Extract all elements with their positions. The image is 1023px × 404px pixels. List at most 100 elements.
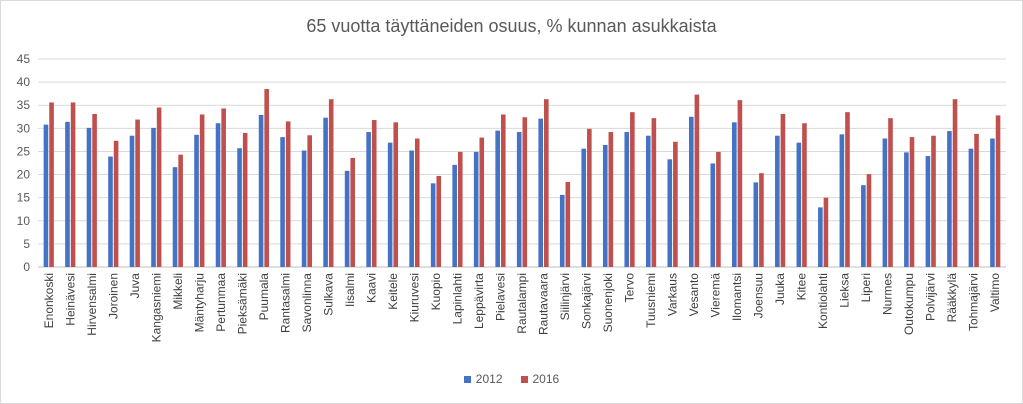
x-tick-label: Puumala bbox=[257, 273, 271, 321]
bar-2012-Tuusniemi bbox=[645, 135, 651, 267]
bar-2016-Tuusniemi bbox=[651, 118, 657, 267]
bar-2012-Kaavi bbox=[366, 132, 371, 267]
x-tick-label: Rääkkylä bbox=[945, 273, 959, 323]
x-tick-label: Outokumpu bbox=[902, 273, 916, 335]
x-tick-label: Kontiolahti bbox=[816, 273, 830, 329]
bar-2012-Kontiolahti bbox=[818, 207, 823, 267]
x-tick-label: Juva bbox=[128, 273, 142, 299]
x-tick-label: Joensuu bbox=[752, 273, 766, 318]
x-tick-label: Tuusniemi bbox=[644, 273, 658, 328]
bar-2012-Keitele bbox=[387, 142, 393, 267]
bar-2012-Nurmes bbox=[882, 138, 888, 267]
bar-2016-Valtimo bbox=[995, 115, 1001, 267]
bar-2012-Mäntyharju bbox=[194, 134, 199, 267]
bar-2016-Keitele bbox=[393, 122, 399, 267]
bar-2012-Outokumpu bbox=[904, 152, 909, 267]
bar-2016-Joensuu bbox=[759, 173, 764, 267]
x-tick-label: Rautalampi bbox=[515, 273, 529, 334]
bar-2012-Savonlinna bbox=[301, 150, 307, 267]
bar-2012-Liperi bbox=[861, 185, 866, 267]
bar-2016-Pielavesi bbox=[500, 114, 506, 267]
x-tick-label: Joroinen bbox=[106, 273, 120, 319]
x-tick-label: Pielavesi bbox=[493, 273, 507, 321]
x-tick-label: Kuopio bbox=[429, 273, 443, 311]
bar-2016-Rautavaara bbox=[544, 99, 549, 267]
legend-item-2012: 2012 bbox=[463, 372, 503, 386]
bar-2016-Liperi bbox=[866, 174, 872, 267]
bar-2016-Juuka bbox=[780, 114, 786, 267]
legend-swatch-2016 bbox=[520, 375, 528, 383]
bar-2016-Siilinjärvi bbox=[565, 181, 571, 267]
x-tick-label: Kitee bbox=[795, 273, 809, 301]
bar-2012-Tohmajärvi bbox=[968, 148, 974, 267]
bar-2012-Pertunmaa bbox=[215, 123, 221, 267]
x-tick-label: Polvijärvi bbox=[924, 273, 938, 321]
bar-2012-Juva bbox=[129, 135, 135, 267]
bar-2016-Leppävirta bbox=[479, 137, 485, 267]
x-tick-label: Lapinlahti bbox=[450, 273, 464, 324]
bar-2012-Joensuu bbox=[753, 182, 759, 267]
bar-2012-Kuopio bbox=[430, 183, 436, 267]
bar-2012-Lieksa bbox=[839, 134, 845, 267]
x-tick-label: Valtimo bbox=[988, 273, 1002, 312]
bar-2012-Varkaus bbox=[667, 159, 673, 267]
y-tick-label: 30 bbox=[17, 121, 31, 135]
y-tick-label: 10 bbox=[17, 214, 31, 228]
x-tick-label: Enonkoski bbox=[42, 273, 56, 328]
bar-2016-Nurmes bbox=[888, 118, 893, 267]
bar-2012-Puumala bbox=[258, 114, 264, 267]
bar-2012-Rääkkylä bbox=[947, 131, 952, 267]
bar-2012-Vieremä bbox=[710, 163, 716, 267]
bar-2012-Lapinlahti bbox=[452, 164, 457, 267]
bar-2016-Lapinlahti bbox=[457, 151, 463, 267]
bar-2016-Savonlinna bbox=[307, 135, 312, 267]
x-tick-label: Iisalmi bbox=[343, 273, 357, 307]
x-tick-label: Pieksämäki bbox=[235, 273, 249, 334]
x-tick-label: Ilomantsi bbox=[730, 273, 744, 321]
bar-2016-Lieksa bbox=[845, 112, 850, 268]
bar-2012-Mikkeli bbox=[172, 167, 178, 267]
x-tick-label: Rantasalmi bbox=[278, 273, 292, 333]
x-tick-label: Siilinjärvi bbox=[558, 273, 572, 320]
y-tick-label: 35 bbox=[17, 98, 31, 112]
legend: 2012 2016 bbox=[0, 372, 1023, 386]
x-tick-label: Heinävesi bbox=[63, 273, 77, 326]
x-tick-label: Hirvensalmi bbox=[85, 273, 99, 336]
bar-2016-Kontiolahti bbox=[823, 197, 829, 267]
bar-2016-Pieksämäki bbox=[242, 132, 248, 267]
x-tick-label: Leppävirta bbox=[472, 273, 486, 329]
x-tick-label: Pertunmaa bbox=[214, 273, 228, 332]
bar-2016-Vieremä bbox=[716, 151, 721, 267]
bar-2012-Rautavaara bbox=[538, 118, 544, 267]
y-tick-label: 45 bbox=[17, 52, 31, 66]
bar-2016-Hirvensalmi bbox=[92, 114, 97, 267]
bar-2016-Tervo bbox=[630, 112, 635, 268]
bar-2016-Kaavi bbox=[371, 120, 377, 267]
x-tick-label: Sulkava bbox=[321, 273, 335, 316]
bar-2016-Tohmajärvi bbox=[974, 133, 979, 267]
bar-2016-Kitee bbox=[802, 123, 807, 267]
bar-2016-Kiuruvesi bbox=[414, 138, 420, 267]
x-tick-label: Nurmes bbox=[881, 273, 895, 315]
x-tick-label: Tohmajärvi bbox=[967, 273, 981, 331]
bar-2016-Kangasniemi bbox=[156, 107, 162, 268]
bar-2012-Kangasniemi bbox=[151, 127, 156, 267]
bar-2012-Iisalmi bbox=[344, 170, 350, 267]
bar-2012-Tervo bbox=[624, 132, 630, 267]
bar-2016-Enonkoski bbox=[49, 102, 54, 268]
bar-2016-Ilomantsi bbox=[737, 100, 743, 267]
x-tick-label: Sonkajärvi bbox=[580, 273, 594, 329]
bar-2012-Rautalampi bbox=[516, 132, 522, 267]
bar-2016-Mikkeli bbox=[178, 154, 183, 267]
y-tick-label: 20 bbox=[17, 168, 31, 182]
bar-2012-Pielavesi bbox=[495, 130, 500, 267]
bar-2016-Sulkava bbox=[328, 99, 334, 267]
bar-2016-Puumala bbox=[264, 89, 269, 268]
bar-2012-Siilinjärvi bbox=[559, 194, 565, 267]
bar-2016-Iisalmi bbox=[350, 157, 356, 267]
bar-2012-Polvijärvi bbox=[925, 156, 931, 267]
bar-2012-Vesanto bbox=[688, 116, 694, 268]
x-tick-label: Keitele bbox=[386, 273, 400, 310]
